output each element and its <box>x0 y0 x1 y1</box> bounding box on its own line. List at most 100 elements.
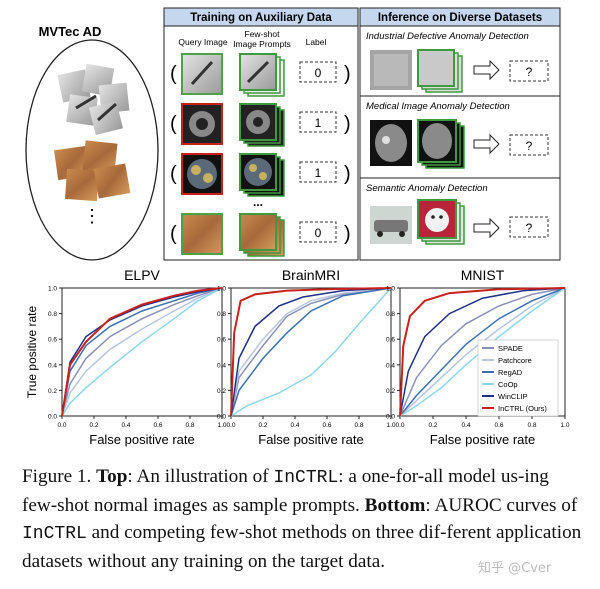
label-row-2: 1 <box>315 116 322 130</box>
mvtec-title: MVTec AD <box>39 24 102 39</box>
caption-part3: : AUROC curves of <box>425 495 578 516</box>
task-semantic-title: Semantic Anomaly Detection <box>366 183 488 194</box>
caption-top-label: Top <box>96 466 128 487</box>
series-line-spade <box>61 287 223 417</box>
x-tick-label: 0.0 <box>395 422 404 429</box>
y-tick-label: 0.4 <box>48 362 57 369</box>
y-tick-label: 0.6 <box>386 337 395 344</box>
svg-text:): ) <box>344 113 351 135</box>
x-tick-label: 0.2 <box>428 422 437 429</box>
y-tick-label: 1.0 <box>48 286 57 293</box>
x-tick-label: 0.8 <box>354 422 363 429</box>
arrow-icon <box>473 133 500 155</box>
chart-title-2: MNIST <box>461 267 505 283</box>
col-few-shot: Few-shot <box>245 29 281 39</box>
svg-text:(: ( <box>170 223 177 245</box>
legend-box <box>477 339 559 417</box>
legend-entry: Patchcore <box>498 356 532 365</box>
legend-entry: SPADE <box>498 344 523 353</box>
task-medical: Medical Image Anomaly Detection ? <box>366 101 549 169</box>
x-tick-label: 0.8 <box>527 422 536 429</box>
x-tick-label: 0.4 <box>461 422 470 429</box>
x-tick-label: 0.0 <box>226 422 235 429</box>
series-line-inctrl-ours- <box>61 287 223 417</box>
task-industrial-output: ? <box>526 65 533 79</box>
series-line-spade <box>230 287 392 417</box>
x-axis-label-1: False positive rate <box>258 432 364 447</box>
label-row-4: 0 <box>315 226 322 240</box>
x-tick-label: 1.0 <box>217 422 226 429</box>
series-line-spade <box>399 287 566 417</box>
x-axis-label-0: False positive rate <box>89 432 195 447</box>
legend-entry: RegAD <box>498 368 523 377</box>
svg-text:): ) <box>344 63 351 85</box>
x-tick-label: 0.6 <box>494 422 503 429</box>
series-line-regad <box>399 287 566 417</box>
task-medical-output: ? <box>526 139 533 153</box>
svg-text:): ) <box>344 223 351 245</box>
legend-entry: WinCLIP <box>498 392 528 401</box>
caption-part2: : a one-for-all model us-ing few-shot no… <box>22 466 549 516</box>
x-tick-label: 0.4 <box>121 422 130 429</box>
task-semantic: Semantic Anomaly Detection ? <box>366 183 549 245</box>
training-row-2: ( 1 ) <box>170 103 351 147</box>
task-industrial-title: Industrial Defective Anomaly Detection <box>366 31 529 42</box>
y-tick-label: 0.4 <box>386 362 395 369</box>
training-header-bg <box>163 7 359 27</box>
training-row-1: ( 0 ) <box>170 53 351 97</box>
top-illustration: MVTec AD ⋮ Training on Auxiliary Data Qu… <box>25 7 561 261</box>
x-tick-label: 0.0 <box>57 422 66 429</box>
series-line-winclip <box>399 287 566 417</box>
col-query-image: Query Image <box>178 37 227 47</box>
y-tick-label: 0.8 <box>386 311 395 318</box>
y-tick-label: 0.6 <box>48 337 57 344</box>
series-line-coop <box>399 287 566 417</box>
legend-entry: InCTRL (Ours) <box>498 404 547 413</box>
series-line-patchcore <box>230 287 392 417</box>
dataset-ellipse <box>25 39 159 261</box>
x-tick-label: 0.2 <box>89 422 98 429</box>
series-line-winclip <box>61 287 223 417</box>
caption-bottom-label: Bottom <box>364 495 426 516</box>
caption-part1: : An illustration of <box>127 466 274 487</box>
x-tick-label: 0.2 <box>258 422 267 429</box>
inference-header-bg <box>359 7 561 27</box>
x-axis-label-2: False positive rate <box>430 432 536 447</box>
wood-thumbnail-stack <box>54 140 131 202</box>
svg-text:(: ( <box>170 163 177 185</box>
figure-caption: Figure 1. Top: An illustration of InCTRL… <box>22 463 588 575</box>
caption-method-2: InCTRL <box>22 524 87 544</box>
series-line-coop <box>230 287 392 417</box>
screw-thumbnail-stack <box>57 63 130 135</box>
y-tick-label: 0.6 <box>217 337 226 344</box>
y-tick-label: 0.2 <box>217 388 226 395</box>
y-tick-label: 0.2 <box>386 388 395 395</box>
svg-text:(: ( <box>170 113 177 135</box>
more-items-ellipsis: ⋮ <box>83 206 101 226</box>
inference-header: Inference on Diverse Datasets <box>378 12 542 24</box>
plot-area-1 <box>230 287 392 417</box>
y-tick-label: 0.8 <box>217 311 226 318</box>
caption-fig-label: Figure 1. <box>22 466 92 487</box>
x-tick-label: 1.0 <box>560 422 569 429</box>
task-semantic-output: ? <box>526 221 533 235</box>
series-line-patchcore <box>61 287 223 417</box>
y-tick-label: 1.0 <box>386 286 395 293</box>
col-label: Label <box>306 37 327 47</box>
series-line-winclip <box>230 287 392 417</box>
training-header: Training on Auxiliary Data <box>190 12 332 24</box>
chart-title-1: BrainMRI <box>282 267 340 283</box>
series-line-patchcore <box>399 287 566 417</box>
y-tick-label: 0.0 <box>217 414 226 421</box>
task-industrial: Industrial Defective Anomaly Detection ? <box>366 31 549 93</box>
caption-part4: and competing few-shot methods on three … <box>22 522 582 572</box>
label-row-3: 1 <box>315 166 322 180</box>
x-tick-label: 0.4 <box>290 422 299 429</box>
y-tick-label: 0.0 <box>386 414 395 421</box>
x-tick-label: 1.0 <box>386 422 395 429</box>
arrow-icon <box>473 217 500 239</box>
col-image-prompts: Image Prompts <box>233 39 291 49</box>
task-medical-title: Medical Image Anomaly Detection <box>366 101 510 112</box>
more-rows-dots: ... <box>253 195 263 209</box>
svg-text:(: ( <box>170 63 177 85</box>
